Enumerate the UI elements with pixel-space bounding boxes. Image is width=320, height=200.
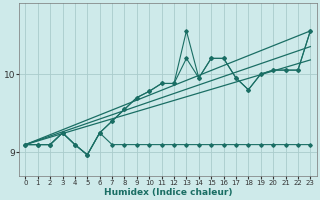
X-axis label: Humidex (Indice chaleur): Humidex (Indice chaleur)	[104, 188, 232, 197]
